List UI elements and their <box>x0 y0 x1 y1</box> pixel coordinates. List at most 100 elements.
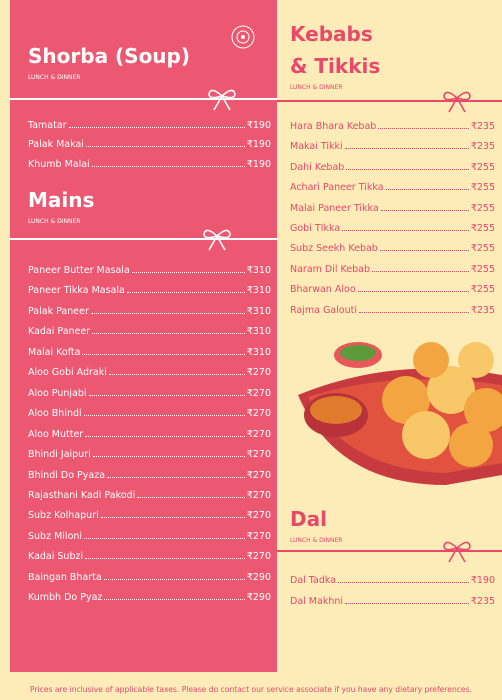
menu-item: Bhindi Jaipuri ₹270 <box>28 447 271 460</box>
logo <box>231 25 255 49</box>
item-name: Palak Paneer <box>28 305 89 317</box>
dot-leader <box>88 394 245 396</box>
ribbon-bow <box>203 229 231 251</box>
item-name: Aloo Mutter <box>28 428 84 440</box>
menu-item: Dal Makhni ₹235 <box>290 594 495 607</box>
item-name: Paneer Butter Masala <box>28 265 130 276</box>
item-price: ₹255 <box>470 263 495 275</box>
dot-leader <box>91 165 245 167</box>
item-name: Achari Paneer Tikka <box>290 182 384 194</box>
menu-item: Bhindi Do Pyaza ₹270 <box>28 468 271 481</box>
item-price: ₹310 <box>246 285 271 297</box>
menu-item: Malai Paneer Tikka ₹255 <box>290 201 495 214</box>
menu-item: Palak Makai ₹190 <box>28 137 271 150</box>
item-price: ₹270 <box>246 510 271 522</box>
ribbon-line <box>10 98 277 100</box>
menu-item: Subz Kolhapuri ₹270 <box>28 508 271 521</box>
ribbon-bow <box>208 89 236 111</box>
section-title: Dal <box>290 507 327 531</box>
item-price: ₹235 <box>470 304 495 316</box>
ribbon-line <box>10 238 277 240</box>
menu-item: Paneer Tikka Masala ₹310 <box>28 283 271 296</box>
item-price: ₹270 <box>246 489 271 501</box>
ribbon-bow <box>443 91 471 113</box>
item-price: ₹310 <box>246 326 271 338</box>
section-title: Shorba (Soup) <box>28 44 191 68</box>
item-price: ₹255 <box>470 182 495 194</box>
menu-item: Gobi TIkka ₹255 <box>290 221 495 234</box>
item-price: ₹310 <box>246 305 271 317</box>
item-name: Bhindi Do Pyaza <box>28 469 106 481</box>
item-price: ₹235 <box>470 141 495 153</box>
item-name: Makai Tikki <box>290 141 343 153</box>
dot-leader <box>345 603 469 604</box>
section-subtitle: LUNCH & DINNER <box>28 74 81 81</box>
item-price: ₹270 <box>246 387 271 399</box>
item-name: Naram Dil Kebab <box>290 263 371 275</box>
item-name: Malai Kofta <box>28 346 81 358</box>
dot-leader <box>92 333 245 335</box>
dot-leader <box>92 456 245 458</box>
section-subtitle: LUNCH & DINNER <box>28 218 81 225</box>
menu-item: Bharwan Aloo ₹255 <box>290 282 495 295</box>
item-price: ₹270 <box>246 449 271 461</box>
item-price: ₹190 <box>246 139 271 151</box>
dot-leader <box>83 415 245 417</box>
item-name: Subz Kolhapuri <box>28 510 99 522</box>
item-price: ₹190 <box>246 120 271 131</box>
item-name: Kadai Paneer <box>28 326 91 338</box>
item-name: Bhindi Jaipuri <box>28 449 91 461</box>
item-name: Rajasthani Kadi Pakodi <box>28 489 136 501</box>
item-price: ₹255 <box>470 161 495 173</box>
item-name: Hara Bhara Kebab <box>290 121 377 132</box>
item-name: Palak Makai <box>28 139 84 151</box>
item-price: ₹270 <box>246 428 271 440</box>
section-header: Kebabs & Tikkis LUNCH & DINNER <box>290 18 380 91</box>
menu-item: Khumb Malai ₹190 <box>28 157 271 170</box>
item-name: Dahi Kebab <box>290 161 345 173</box>
ribbon-line <box>277 100 502 102</box>
menu-item: Rajma Galouti ₹235 <box>290 303 495 316</box>
dot-leader <box>372 270 469 272</box>
section-title: Kebabs & Tikkis <box>290 22 381 78</box>
menu-item: Subz Miloni ₹270 <box>28 529 271 542</box>
item-price: ₹255 <box>470 223 495 234</box>
item-price: ₹190 <box>470 575 495 586</box>
item-price: ₹270 <box>246 530 271 542</box>
dot-leader <box>107 476 245 478</box>
dot-leader <box>103 578 245 580</box>
menu-item: Dal Tadka ₹190 <box>290 573 495 586</box>
item-price: ₹255 <box>470 202 495 214</box>
menu-item: Palak Paneer ₹310 <box>28 304 271 317</box>
footer-note: Prices are inclusive of applicable taxes… <box>30 685 472 694</box>
item-name: Malai Paneer Tikka <box>290 202 379 214</box>
item-name: Aloo Gobi Adraki <box>28 367 107 379</box>
menu-item: Makai Tikki ₹235 <box>290 139 495 152</box>
ribbon <box>10 88 277 111</box>
dot-leader <box>85 146 245 148</box>
dot-leader <box>84 537 245 539</box>
dot-leader <box>85 558 245 560</box>
section-header: Mains LUNCH & DINNER <box>28 184 94 225</box>
dot-leader <box>338 582 469 583</box>
section-subtitle: LUNCH & DINNER <box>290 537 343 544</box>
dot-leader <box>344 148 469 150</box>
menu-item: Dahi Kebab ₹255 <box>290 160 495 173</box>
item-name: Dal Tadka <box>290 575 337 586</box>
item-name: Subz Seekh Kebab <box>290 243 378 255</box>
dot-leader <box>85 435 245 437</box>
menu-item: Rajasthani Kadi Pakodi ₹270 <box>28 488 271 501</box>
dot-leader <box>126 292 245 294</box>
dot-leader <box>357 291 469 293</box>
item-name: Paneer Tikka Masala <box>28 285 125 297</box>
item-price: ₹255 <box>470 243 495 255</box>
dot-leader <box>104 599 245 601</box>
item-name: Gobi TIkka <box>290 223 341 234</box>
item-name: Baingan Bharta <box>28 571 102 583</box>
item-name: Aloo Bhindi <box>28 408 82 420</box>
item-name: Aloo Punjabi <box>28 387 87 399</box>
ribbon <box>277 540 502 563</box>
menu-item: Naram Dil Kebab ₹255 <box>290 262 495 275</box>
menu-item: Baingan Bharta ₹290 <box>28 570 271 583</box>
